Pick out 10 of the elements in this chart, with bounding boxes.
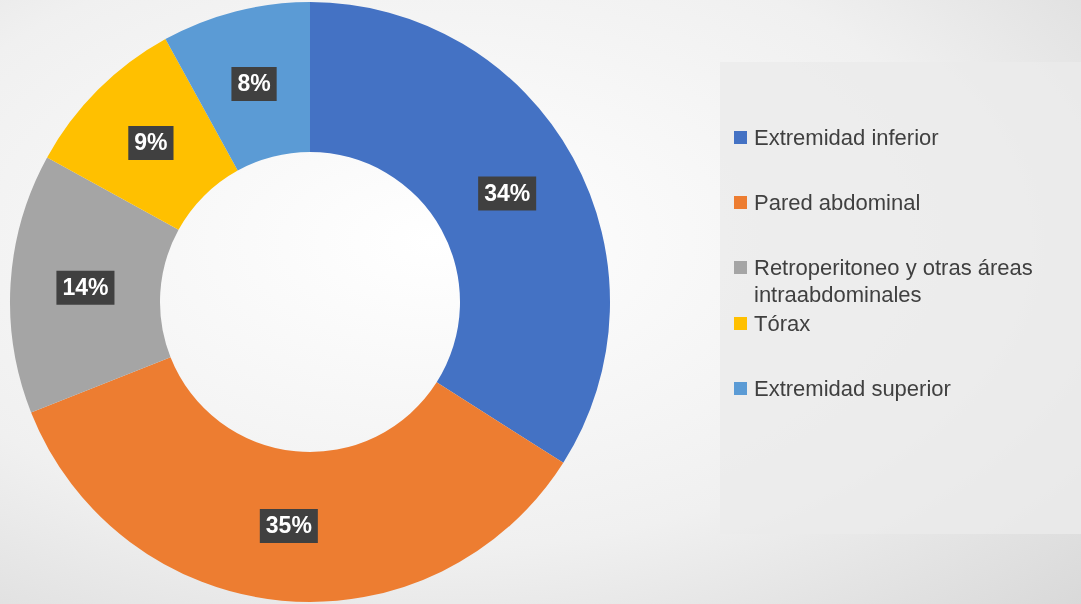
data-label: 34% xyxy=(484,179,531,206)
data-label: 35% xyxy=(265,512,312,539)
legend-label: Extremidad superior xyxy=(754,375,951,402)
data-label: 14% xyxy=(62,274,109,301)
legend-label: Extremidad inferior xyxy=(754,124,939,151)
legend-label: Pared abdominal xyxy=(754,189,921,216)
data-label: 8% xyxy=(237,70,271,97)
data-label: 9% xyxy=(134,129,168,156)
legend-label: Retroperitoneo y otras áreas intraabdominales xyxy=(754,254,1034,308)
legend-label: Tórax xyxy=(754,310,811,337)
